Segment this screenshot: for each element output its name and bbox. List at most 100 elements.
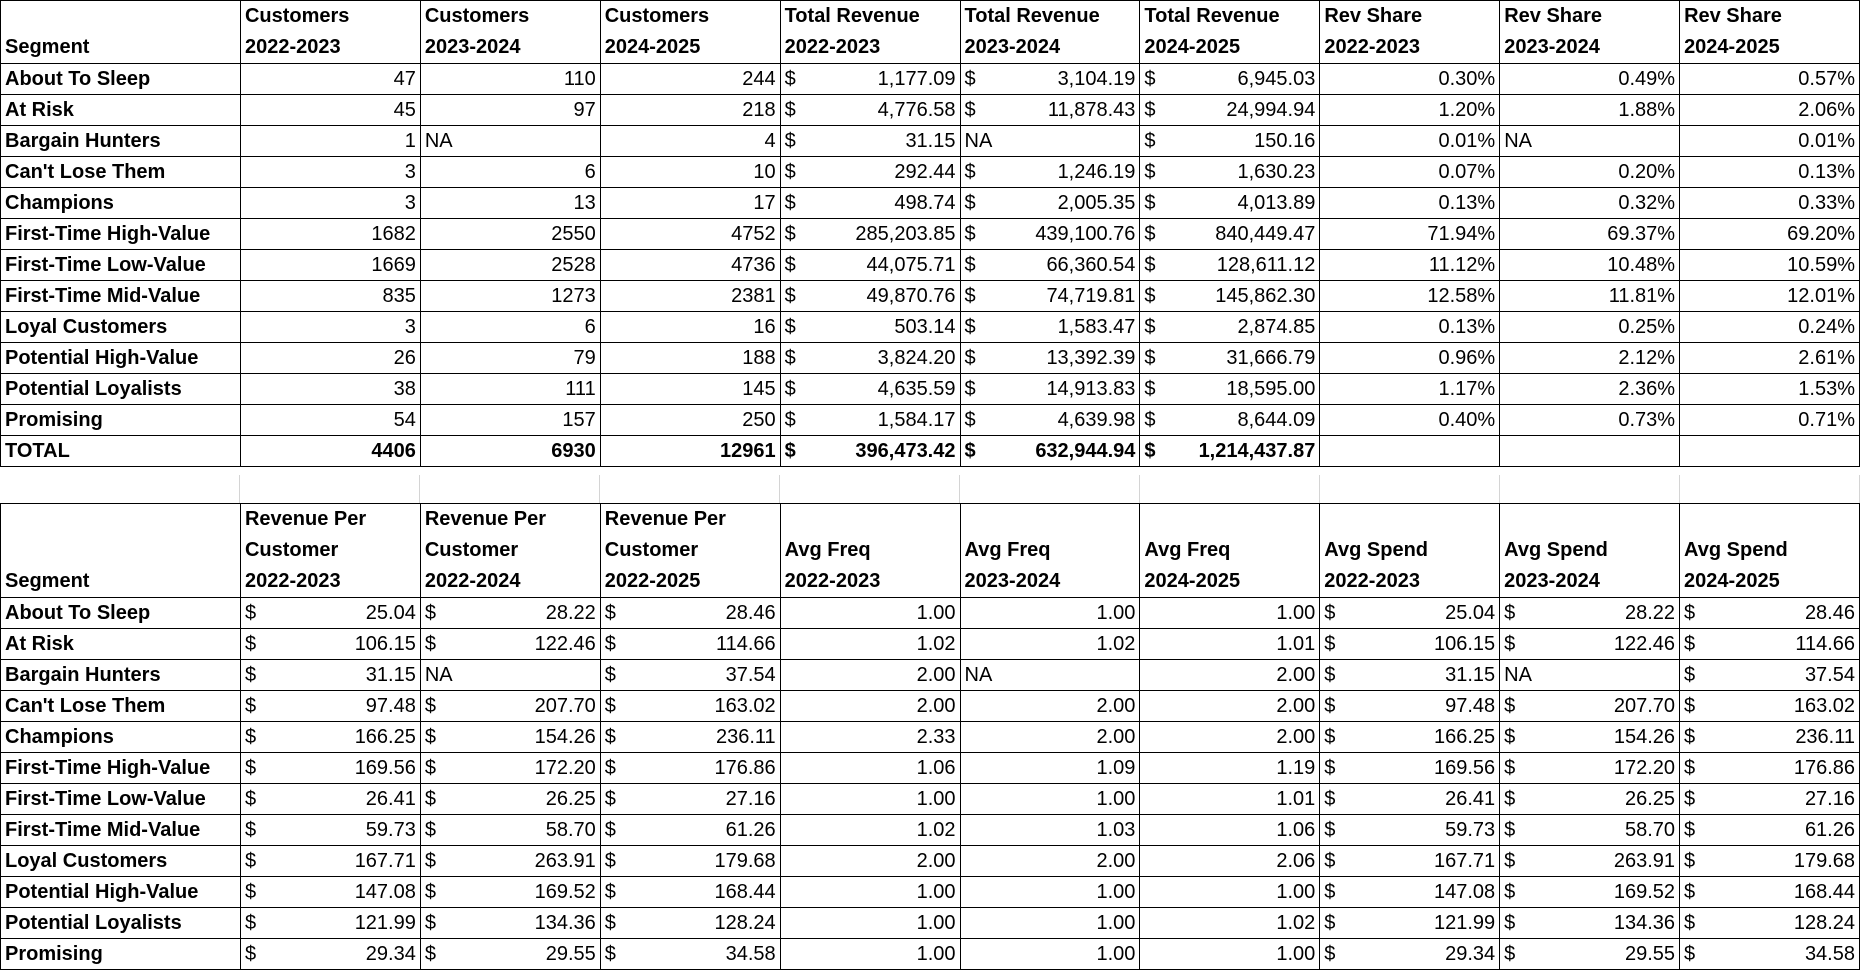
currency-cell[interactable]: $4,013.89 (1139, 187, 1321, 219)
data-cell[interactable]: 2.33 (780, 721, 961, 753)
data-cell[interactable]: 10.59% (1679, 249, 1860, 281)
column-header[interactable]: Customers 2022-2023 (240, 0, 421, 64)
data-cell[interactable]: 38 (240, 373, 421, 405)
segment-name-cell[interactable]: Can't Lose Them (0, 156, 241, 188)
segment-name-cell[interactable]: Potential Loyalists (0, 907, 241, 939)
segment-name-cell[interactable]: TOTAL (0, 435, 241, 467)
currency-cell[interactable]: $28.46 (1679, 597, 1860, 629)
currency-cell[interactable]: $3,824.20 (780, 342, 961, 374)
data-cell[interactable]: 97 (420, 94, 601, 126)
data-cell[interactable]: 3 (240, 156, 421, 188)
data-cell[interactable]: 1.17% (1319, 373, 1501, 405)
segment-name-cell[interactable]: Champions (0, 187, 241, 219)
currency-cell[interactable]: $61.26 (1679, 814, 1860, 846)
currency-cell[interactable]: $134.36 (1499, 907, 1681, 939)
currency-cell[interactable]: $122.46 (420, 628, 601, 660)
currency-cell[interactable]: $1,583.47 (960, 311, 1141, 343)
data-cell[interactable]: 0.25% (1499, 311, 1681, 343)
currency-cell[interactable]: $44,075.71 (780, 249, 961, 281)
currency-cell[interactable]: $169.56 (1319, 752, 1501, 784)
currency-cell[interactable]: $61.26 (600, 814, 781, 846)
data-cell[interactable]: 0.33% (1679, 187, 1860, 219)
data-cell[interactable]: 0.71% (1679, 404, 1860, 436)
column-header[interactable]: Rev Share 2023-2024 (1499, 0, 1681, 64)
segment-name-cell[interactable]: First-Time High-Value (0, 752, 241, 784)
data-cell[interactable]: 1.00 (960, 876, 1141, 908)
data-cell[interactable]: 2.00 (780, 659, 961, 691)
data-cell[interactable]: 111 (420, 373, 601, 405)
data-cell[interactable]: 188 (600, 342, 781, 374)
currency-cell[interactable]: $263.91 (420, 845, 601, 877)
segment-name-cell[interactable]: Promising (0, 938, 241, 970)
data-cell[interactable]: 6930 (420, 435, 601, 467)
data-cell[interactable]: 0.40% (1319, 404, 1501, 436)
currency-cell[interactable]: $58.70 (1499, 814, 1681, 846)
segment-name-cell[interactable]: First-Time Mid-Value (0, 280, 241, 312)
segment-name-cell[interactable]: First-Time Low-Value (0, 249, 241, 281)
column-header[interactable]: Customers 2024-2025 (600, 0, 781, 64)
currency-cell[interactable]: $4,776.58 (780, 94, 961, 126)
data-cell[interactable]: 250 (600, 404, 781, 436)
currency-cell[interactable]: $176.86 (600, 752, 781, 784)
data-cell[interactable]: 0.13% (1319, 311, 1501, 343)
currency-cell[interactable]: $168.44 (1679, 876, 1860, 908)
data-cell[interactable]: NA (1499, 125, 1681, 157)
currency-cell[interactable]: $163.02 (600, 690, 781, 722)
currency-cell[interactable]: $1,246.19 (960, 156, 1141, 188)
data-cell[interactable]: 1.00 (1139, 938, 1321, 970)
data-cell[interactable] (1319, 435, 1501, 467)
data-cell[interactable]: 2.00 (1139, 659, 1321, 691)
data-cell[interactable]: NA (420, 659, 601, 691)
currency-cell[interactable]: $840,449.47 (1139, 218, 1321, 250)
currency-cell[interactable]: $169.52 (1499, 876, 1681, 908)
segment-name-cell[interactable]: Bargain Hunters (0, 659, 241, 691)
currency-cell[interactable]: $26.41 (240, 783, 421, 815)
data-cell[interactable]: 1.00 (780, 876, 961, 908)
currency-cell[interactable]: $106.15 (1319, 628, 1501, 660)
column-header[interactable]: Avg Freq 2024-2025 (1139, 503, 1321, 598)
currency-cell[interactable]: $34.58 (1679, 938, 1860, 970)
data-cell[interactable]: 10 (600, 156, 781, 188)
segment-name-cell[interactable]: About To Sleep (0, 597, 241, 629)
data-cell[interactable]: 0.01% (1679, 125, 1860, 157)
segment-name-cell[interactable]: Potential High-Value (0, 342, 241, 374)
currency-cell[interactable]: $236.11 (600, 721, 781, 753)
segment-name-cell[interactable]: First-Time Low-Value (0, 783, 241, 815)
data-cell[interactable]: 1.20% (1319, 94, 1501, 126)
currency-cell[interactable]: $4,639.98 (960, 404, 1141, 436)
data-cell[interactable]: 11.12% (1319, 249, 1501, 281)
currency-cell[interactable]: $1,177.09 (780, 63, 961, 95)
currency-cell[interactable]: $172.20 (1499, 752, 1681, 784)
currency-cell[interactable]: $49,870.76 (780, 280, 961, 312)
currency-cell[interactable]: $150.16 (1139, 125, 1321, 157)
data-cell[interactable]: 1.00 (780, 597, 961, 629)
segment-name-cell[interactable]: Can't Lose Them (0, 690, 241, 722)
data-cell[interactable]: 1 (240, 125, 421, 157)
data-cell[interactable]: 0.32% (1499, 187, 1681, 219)
currency-cell[interactable]: $145,862.30 (1139, 280, 1321, 312)
data-cell[interactable]: 1.02 (960, 628, 1141, 660)
data-cell[interactable]: 1669 (240, 249, 421, 281)
column-header[interactable]: Customers 2023-2024 (420, 0, 601, 64)
data-cell[interactable]: 69.37% (1499, 218, 1681, 250)
data-cell[interactable]: 1.00 (960, 597, 1141, 629)
currency-cell[interactable]: $97.48 (240, 690, 421, 722)
currency-cell[interactable]: $166.25 (240, 721, 421, 753)
currency-cell[interactable]: $128.24 (1679, 907, 1860, 939)
data-cell[interactable]: 2.00 (960, 721, 1141, 753)
currency-cell[interactable]: $28.46 (600, 597, 781, 629)
currency-cell[interactable]: $37.54 (1679, 659, 1860, 691)
data-cell[interactable]: 79 (420, 342, 601, 374)
currency-cell[interactable]: $29.34 (240, 938, 421, 970)
data-cell[interactable]: 1.02 (780, 628, 961, 660)
data-cell[interactable]: 4 (600, 125, 781, 157)
data-cell[interactable]: 1.01 (1139, 628, 1321, 660)
currency-cell[interactable]: $179.68 (600, 845, 781, 877)
currency-cell[interactable]: $207.70 (420, 690, 601, 722)
data-cell[interactable]: 13 (420, 187, 601, 219)
data-cell[interactable]: 1.00 (780, 783, 961, 815)
data-cell[interactable]: 6 (420, 156, 601, 188)
data-cell[interactable]: 0.73% (1499, 404, 1681, 436)
data-cell[interactable]: 1.00 (960, 783, 1141, 815)
data-cell[interactable]: 71.94% (1319, 218, 1501, 250)
